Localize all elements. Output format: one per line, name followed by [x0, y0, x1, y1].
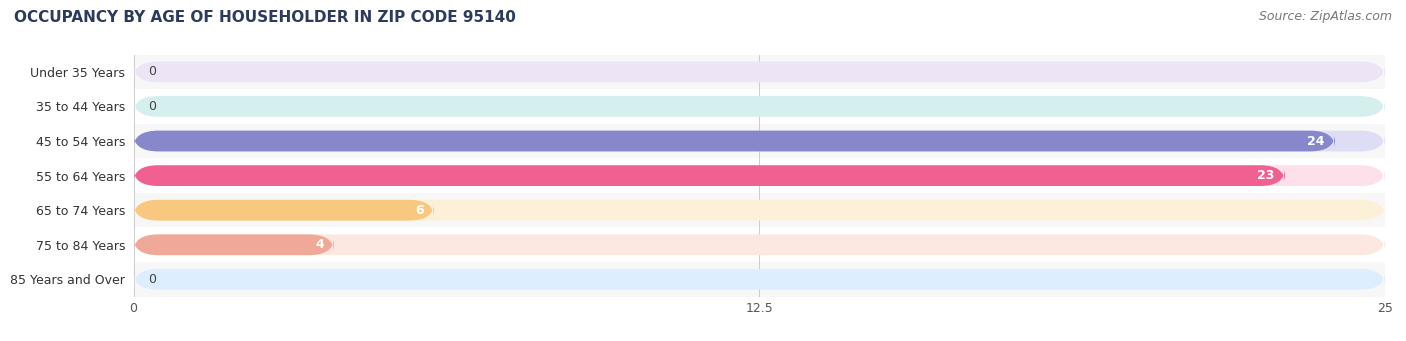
FancyBboxPatch shape: [134, 269, 1385, 290]
FancyBboxPatch shape: [134, 131, 1334, 151]
Bar: [134, 158, 1385, 193]
Text: 6: 6: [415, 204, 423, 217]
Bar: [134, 193, 1385, 227]
Text: 0: 0: [149, 273, 156, 286]
FancyBboxPatch shape: [134, 131, 1385, 151]
FancyBboxPatch shape: [134, 234, 1385, 255]
Bar: [134, 124, 1385, 158]
FancyBboxPatch shape: [134, 200, 434, 221]
Text: 0: 0: [149, 100, 156, 113]
Text: 24: 24: [1308, 135, 1324, 148]
Text: Source: ZipAtlas.com: Source: ZipAtlas.com: [1258, 10, 1392, 23]
Bar: [134, 227, 1385, 262]
FancyBboxPatch shape: [134, 165, 1285, 186]
FancyBboxPatch shape: [134, 234, 333, 255]
FancyBboxPatch shape: [134, 165, 1385, 186]
Bar: [134, 55, 1385, 89]
FancyBboxPatch shape: [134, 61, 1385, 82]
Text: 0: 0: [149, 65, 156, 78]
Text: OCCUPANCY BY AGE OF HOUSEHOLDER IN ZIP CODE 95140: OCCUPANCY BY AGE OF HOUSEHOLDER IN ZIP C…: [14, 10, 516, 25]
Bar: [134, 89, 1385, 124]
FancyBboxPatch shape: [134, 96, 1385, 117]
Bar: [134, 262, 1385, 297]
FancyBboxPatch shape: [134, 200, 1385, 221]
Text: 4: 4: [315, 238, 323, 251]
Text: 23: 23: [1257, 169, 1275, 182]
